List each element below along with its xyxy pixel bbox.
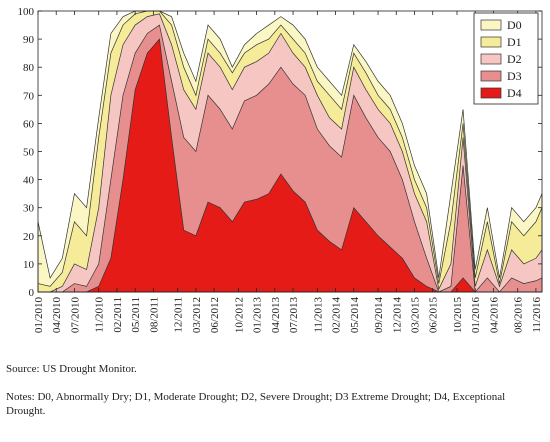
x-tick-label: 11/2016 (531, 297, 543, 333)
x-tick-label: 04/2013 (270, 297, 282, 334)
legend-label-d4: D4 (507, 86, 522, 100)
x-tick-label: 08/2016 (513, 297, 525, 334)
legend-swatch-d1 (480, 36, 502, 48)
y-tick-label: 80 (23, 62, 35, 74)
x-tick-label: 08/2011 (148, 297, 160, 333)
source-note: Source: US Drought Monitor. (6, 363, 137, 375)
axes: 0 10 20 30 40 50 60 70 80 90 100 01/2010 04/2010 07/2… (18, 6, 543, 333)
x-tick-label: 04/2016 (488, 297, 500, 334)
y-tick-label: 60 (23, 118, 35, 130)
x-tick-label: 03/2015 (409, 297, 421, 334)
x-tick-label: 03/2012 (191, 297, 203, 333)
y-tick-label: 30 (23, 203, 35, 215)
legend-label-d0: D0 (507, 18, 522, 32)
y-tick-label: 40 (23, 175, 35, 187)
x-tick-label: 02/2011 (112, 297, 124, 333)
x-tick-label: 01/2013 (252, 297, 264, 334)
x-tick-label: 01/2016 (470, 297, 482, 334)
x-tick-label: 10/2012 (233, 297, 245, 333)
x-tick-label: 10/2015 (452, 297, 464, 334)
y-tick-label: 0 (29, 287, 35, 299)
y-tick-label: 20 (23, 231, 35, 243)
x-tick-label: 07/2010 (69, 297, 81, 334)
y-tick-label: 10 (23, 259, 35, 271)
legend-swatch-d3 (480, 70, 502, 82)
x-tick-label: 05/2011 (130, 297, 142, 333)
x-tick-label: 12/2011 (173, 297, 185, 333)
legend-label-d2: D2 (507, 52, 522, 66)
y-tick-label: 70 (23, 90, 35, 102)
x-tick-label: 02/2014 (331, 297, 343, 334)
drought-area-chart: 0 10 20 30 40 50 60 70 80 90 100 01/2010 04/2010 07/2… (18, 6, 543, 333)
x-tick-label: 09/2014 (373, 297, 385, 334)
legend-swatch-d2 (480, 53, 502, 65)
x-tick-label: 05/2014 (349, 297, 361, 334)
x-tick-label: 11/2010 (94, 297, 106, 333)
x-tick-label: 01/2010 (33, 297, 45, 334)
legend: D0 D1 D2 D3 D4 (473, 12, 539, 105)
y-tick-label: 100 (18, 6, 35, 18)
notes-section: Source: US Drought Monitor. Notes: D0, A… (6, 362, 546, 418)
legend-label-d1: D1 (507, 35, 522, 49)
legend-label-d3: D3 (507, 69, 522, 83)
y-tick-label: 90 (23, 34, 35, 46)
legend-swatch-d0 (480, 19, 502, 31)
y-tick-label: 50 (23, 147, 35, 159)
x-tick-label: 11/2013 (312, 297, 324, 333)
x-tick-label: 07/2013 (288, 297, 300, 334)
x-tick-label: 06/2015 (428, 297, 440, 334)
x-tick-label: 04/2010 (51, 297, 63, 334)
legend-note: Notes: D0, Abnormally Dry; D1, Moderate … (6, 391, 506, 417)
legend-swatch-d4 (480, 87, 502, 99)
x-tick-label: 06/2012 (209, 297, 221, 333)
series-area-d4 (38, 38, 542, 293)
area-layers (37, 10, 543, 293)
x-tick-label: 12/2014 (391, 297, 403, 334)
chart-svg: 0 10 20 30 40 50 60 70 80 90 100 01/2010 04/2010 07/2… (18, 6, 543, 333)
